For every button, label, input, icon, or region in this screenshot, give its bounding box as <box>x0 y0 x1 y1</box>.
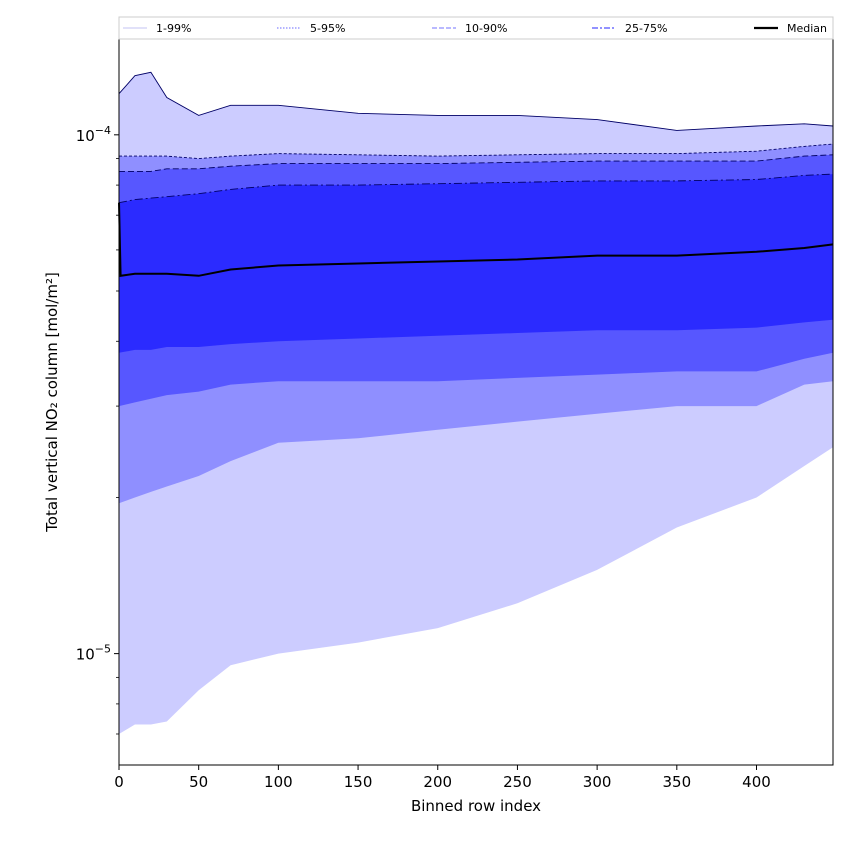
y-tick-label: 10−4 <box>76 124 111 145</box>
x-tick-label: 350 <box>662 773 691 791</box>
legend-label: 5-95% <box>310 22 345 35</box>
legend-box <box>118 16 834 40</box>
x-tick-label: 150 <box>344 773 373 791</box>
x-tick-label: 200 <box>423 773 452 791</box>
x-axis-label: Binned row index <box>411 797 541 815</box>
legend-label: Median <box>787 22 827 35</box>
percentile-bands <box>119 72 833 735</box>
band-edge-lines <box>118 71 834 204</box>
x-axis: 0 50 100 150 200 250 300 350 400 <box>114 765 771 791</box>
x-tick-label: 50 <box>189 773 208 791</box>
x-tick-label: 250 <box>503 773 532 791</box>
x-tick-label: 0 <box>114 773 124 791</box>
line-p75 <box>118 173 834 204</box>
legend-label: 25-75% <box>625 22 667 35</box>
legend-label: 1-99% <box>156 22 191 35</box>
y-tick-label: 10−5 <box>76 643 111 664</box>
y-axis: 10−5 10−4 <box>76 124 119 735</box>
x-tick-label: 100 <box>264 773 293 791</box>
x-tick-label: 400 <box>742 773 771 791</box>
band-25-75% <box>119 174 833 353</box>
legend: 1-99% 5-95% 10-90% 25-75% Median <box>118 16 834 40</box>
median-line <box>118 202 834 277</box>
legend-label: 10-90% <box>465 22 507 35</box>
line-p95 <box>119 143 834 160</box>
line-p90 <box>119 154 834 172</box>
x-tick-label: 300 <box>583 773 612 791</box>
y-axis-label: Total vertical NO₂ column [mol/m²] <box>43 272 61 533</box>
line-p99 <box>118 71 834 131</box>
median-layer <box>118 202 834 277</box>
